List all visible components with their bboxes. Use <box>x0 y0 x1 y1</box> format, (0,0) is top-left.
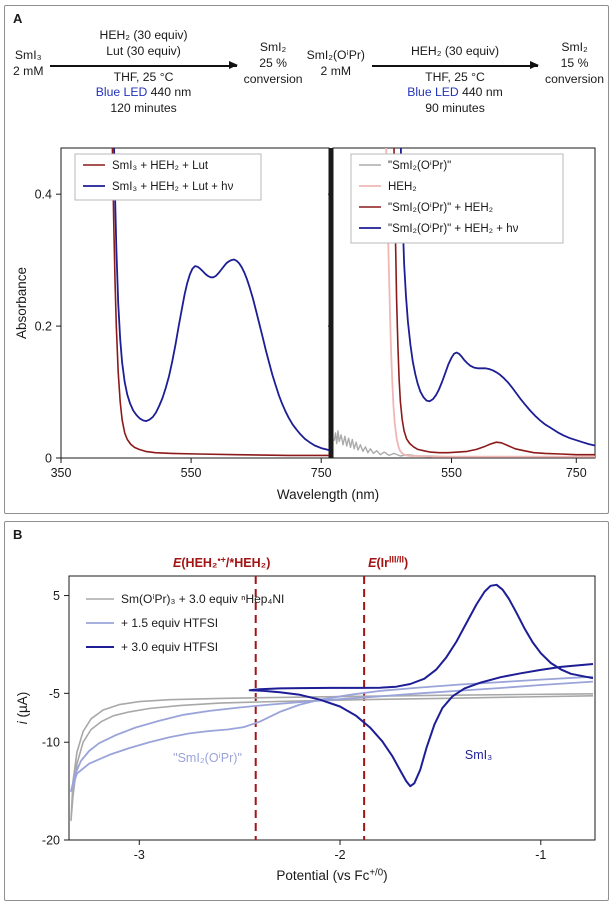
series-line-1 <box>113 148 329 451</box>
y-tick-label: -10 <box>42 736 60 750</box>
reactant-formula: SmI₂(OⁱPr) <box>306 48 365 62</box>
panel-b-label: B <box>13 527 23 542</box>
legend-label: + 1.5 equiv HTFSI <box>121 616 218 630</box>
reagent-line: Lut (30 equiv) <box>106 44 181 59</box>
y-axis-label: i (µA) <box>15 692 30 725</box>
product-yield: 15 % <box>560 55 589 70</box>
legend-label: "SmI₂(OⁱPr)" + HEH₂ <box>388 201 493 214</box>
plot-frame <box>60 147 330 459</box>
annotation: SmI₃ <box>465 748 492 762</box>
reactant-block: SmI₂(OⁱPr) 2 mM <box>307 48 365 80</box>
y-tick-label: -5 <box>49 687 60 701</box>
series-line-1 <box>70 675 594 792</box>
y-axis-label: Absorbance <box>14 267 29 339</box>
condition-solvent: THF, 25 °C <box>425 69 485 84</box>
reagents-above-arrow: HEH₂ (30 equiv) <box>372 22 538 60</box>
conditions-below-arrow: THF, 25 °C Blue LED 440 nm 90 minutes <box>372 70 538 118</box>
condition-time: 90 minutes <box>425 101 485 116</box>
conditions-below-arrow: THF, 25 °C Blue LED 440 nm 120 minutes <box>50 70 236 118</box>
reaction-conditions: HEH₂ (30 equiv) Lut (30 equiv) THF, 25 °… <box>50 22 238 118</box>
uv-vis-chart: 350 550 750 0 0.2 0.4 SmI₃ + HEH₂ + Lut SmI₃ + … <box>14 147 596 502</box>
reference-line-label: E(IrIII/II) <box>368 555 408 570</box>
condition-led-source: Blue LED <box>407 85 459 100</box>
x-tick-label: 350 <box>51 466 72 480</box>
y-tick-label: 0.2 <box>35 320 52 334</box>
legend-box <box>74 153 262 201</box>
reactant-concentration: 2 mM <box>13 63 44 78</box>
reagent-line: HEH₂ (30 equiv) <box>410 44 500 59</box>
series-line-0 <box>333 430 595 458</box>
reaction-arrow <box>371 62 540 68</box>
series-line-0 <box>70 693 594 822</box>
legend-label: "SmI₂(OⁱPr)" + HEH₂ + hν <box>388 222 519 235</box>
series-line-0 <box>111 148 329 457</box>
x-axis-label: Potential (vs Fc+/0) <box>276 867 387 883</box>
product-block: SmI₂ 25 % conversion <box>244 40 303 88</box>
legend-label: Sm(OⁱPr)₃ + 3.0 equiv ⁿHep₄NI <box>121 592 284 606</box>
reactant-concentration: 2 mM <box>320 63 351 78</box>
product-yield: 25 % <box>259 55 287 70</box>
reference-line-label: E(HEH₂•+/*HEH₂) <box>173 555 270 570</box>
condition-solvent: THF, 25 °C <box>113 69 174 84</box>
y-tick-label: 0.4 <box>35 188 52 202</box>
cv-chart: -3 -2 -1 5 -5 -10 -20 E(HEH₂•+/*HEH₂) E(IrIII/II… <box>15 555 596 883</box>
legend-label: SmI₃ + HEH₂ + Lut + hν <box>112 181 234 193</box>
legend-label: HEH₂ <box>388 181 417 193</box>
reaction-conditions: HEH₂ (30 equiv) THF, 25 °C Blue LED 440 … <box>371 22 540 118</box>
product-formula: SmI₂ <box>561 40 588 54</box>
reactant-formula: SmI₃ <box>14 48 42 62</box>
legend-label: SmI₃ + HEH₂ + Lut <box>112 160 209 172</box>
product-conversion-label: conversion <box>243 71 303 86</box>
x-tick-label: 750 <box>566 466 587 480</box>
panel-a-label: A <box>13 11 23 26</box>
reaction-scheme-smi3: SmI₃ 2 mM HEH₂ (30 equiv) Lut (30 equiv)… <box>13 22 303 117</box>
condition-led: Blue LED 440 nm <box>372 85 538 101</box>
y-tick-label: -20 <box>42 834 60 848</box>
legend-box <box>350 153 564 244</box>
condition-led-wavelength: 440 nm <box>458 85 503 100</box>
condition-time: 120 minutes <box>110 101 177 116</box>
x-tick-label: -3 <box>134 848 145 862</box>
series-line-3 <box>399 148 595 447</box>
x-axis-label: Wavelength (nm) <box>277 487 379 502</box>
y-tick-label: 0 <box>45 452 52 466</box>
x-tick-label: -1 <box>535 848 546 862</box>
product-block: SmI₂ 15 % conversion <box>545 40 604 88</box>
series-line-2 <box>393 148 595 456</box>
x-tick-label: 550 <box>181 466 202 480</box>
x-tick-label: -2 <box>334 848 345 862</box>
reaction-arrow <box>50 62 238 68</box>
panel-a: A SmI₃ 2 mM HEH₂ (30 equiv) Lut (30 equi… <box>4 5 609 514</box>
condition-led: Blue LED 440 nm <box>50 85 236 101</box>
reaction-scheme-smi2oipr: SmI₂(OⁱPr) 2 mM HEH₂ (30 equiv) THF, 25 … <box>307 22 604 117</box>
legend-label: "SmI₂(OⁱPr)" <box>388 159 451 172</box>
product-formula: SmI₂ <box>259 40 287 54</box>
y-tick-label: 5 <box>53 589 60 603</box>
series-line-2 <box>248 583 594 788</box>
reagents-above-arrow: HEH₂ (30 equiv) Lut (30 equiv) <box>50 22 236 60</box>
x-tick-label: 550 <box>441 466 462 480</box>
annotation: "SmI₂(OⁱPr)" <box>173 751 242 765</box>
legend-label: + 3.0 equiv HTFSI <box>121 640 218 654</box>
reactant-block: SmI₃ 2 mM <box>13 48 43 80</box>
plot-frame <box>68 575 596 841</box>
panel-b: B -3 -2 -1 5 -5 -10 -20 E(HEH₂•+/*HEH₂) E(IrIII/… <box>4 521 609 901</box>
reagent-line: HEH₂ (30 equiv) <box>99 28 188 43</box>
product-conversion-label: conversion <box>545 71 604 86</box>
reaction-schemes: SmI₃ 2 mM HEH₂ (30 equiv) Lut (30 equiv)… <box>13 22 604 117</box>
condition-led-wavelength: 440 nm <box>147 85 192 100</box>
plot-frame <box>332 147 596 459</box>
condition-led-source: Blue LED <box>95 85 148 100</box>
x-tick-label: 750 <box>311 466 332 480</box>
